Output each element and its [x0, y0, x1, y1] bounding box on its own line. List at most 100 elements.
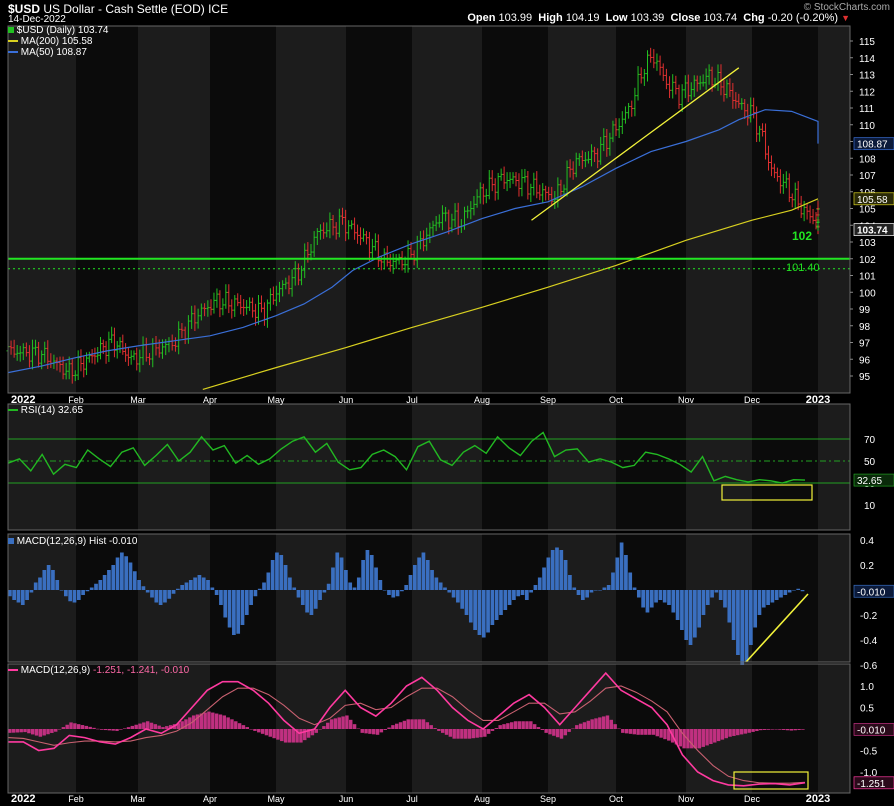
hist-bar	[628, 572, 633, 590]
hist-bar	[253, 590, 258, 597]
hist-bar	[559, 550, 564, 590]
month-band	[138, 404, 210, 530]
hist-bar	[408, 575, 413, 590]
month-band	[686, 26, 752, 393]
x-tick-label: Jun	[339, 395, 354, 405]
hist-bar	[731, 590, 736, 640]
macd-hist-bar	[502, 724, 506, 729]
macd-hist-bar	[563, 729, 568, 736]
macd-hist-bar	[444, 729, 449, 735]
macd-hist-bar	[34, 729, 39, 736]
macd-hist-bar	[207, 711, 211, 729]
chg-value: -0.20 (-0.20%)	[767, 12, 839, 24]
hist-bar	[244, 590, 249, 615]
macd-hist-bar	[690, 729, 694, 749]
macd-hist-bar	[417, 719, 422, 729]
macd-hist-bar	[598, 717, 602, 729]
macd-hist-bar	[249, 729, 253, 730]
hist-bar	[680, 590, 684, 630]
macd-hist-bar	[402, 720, 407, 729]
hist-bar	[632, 587, 637, 590]
macd-hist-bar	[766, 729, 771, 730]
macd-hist-bar	[578, 723, 583, 729]
chart-date: 14-Dec-2022	[8, 14, 66, 25]
hist-bar	[688, 590, 693, 645]
macd-hist-bar	[440, 729, 445, 733]
panel-frame	[7, 533, 851, 663]
y-tick-label: 103	[859, 238, 876, 249]
hist-bar	[193, 577, 197, 590]
x-tick-label: Mar	[130, 395, 146, 405]
last-value-label: 105.58	[857, 195, 888, 206]
hist-bar	[499, 590, 503, 615]
macd-hist-bar	[517, 721, 522, 729]
macd-hist-bar	[111, 729, 115, 731]
macd-hist-bar	[605, 715, 610, 729]
hist-bar	[787, 590, 792, 593]
hist-bar	[51, 570, 55, 590]
hist-bar	[779, 590, 783, 598]
hist-bar	[266, 572, 271, 590]
hist-bar	[223, 590, 228, 618]
y-tick-label: 96	[859, 355, 871, 366]
macd-hist-bar	[736, 729, 740, 736]
hist-bar	[361, 560, 365, 590]
hist-bar	[163, 590, 167, 603]
ohlc-readout: Open 103.99 High 104.19 Low 103.39 Close…	[467, 12, 850, 24]
hist-bar	[369, 555, 374, 590]
macd-hist-bar	[532, 724, 537, 729]
macd-hist-bar	[398, 722, 403, 729]
macd-hist-bar	[793, 729, 797, 731]
macd-hist-bar	[260, 729, 265, 734]
macd-hist-bar	[751, 729, 755, 732]
hist-bar	[529, 590, 533, 593]
legend-rsi-label: RSI(14) 32.65	[20, 405, 84, 416]
hist-bar	[667, 590, 671, 605]
x-tick-label: Feb	[68, 395, 84, 405]
month-band	[686, 664, 752, 793]
macd-hist-bar	[264, 729, 269, 736]
macd-highlight-box	[733, 771, 809, 790]
hist-bar	[85, 590, 90, 592]
macd-hist-bar	[421, 719, 426, 729]
y-tick-label: 110	[859, 121, 875, 132]
month-band	[138, 534, 210, 662]
macd-hist-bar	[119, 729, 123, 730]
macd-hist-bar	[27, 729, 31, 734]
macd-hist-bar	[391, 725, 395, 729]
macd-signal-line	[7, 685, 806, 784]
macd-hist-bar	[134, 724, 138, 729]
y-tick-label: 100	[859, 288, 876, 299]
rsi-line	[7, 431, 806, 484]
symbol-name: US Dollar - Cash Settle (EOD)	[43, 2, 205, 16]
y-tick-label: 95	[859, 372, 871, 383]
macd-hist-bar	[283, 729, 288, 743]
x-tick-label: 2022	[11, 793, 35, 805]
macd-hist-bar	[299, 729, 303, 743]
hist-bar	[288, 577, 292, 590]
macd-hist-bar	[349, 719, 353, 729]
hist-bar	[120, 552, 124, 590]
hist-bar	[296, 590, 301, 598]
hist-bar	[219, 590, 223, 605]
y-tick-label: 113	[859, 71, 875, 82]
hist-bar	[718, 590, 723, 600]
macd-hist-bar	[73, 723, 77, 729]
macd-hist-bar	[65, 724, 69, 729]
macd-hist-bar	[184, 719, 188, 729]
hist-bar	[206, 580, 210, 590]
macd-y-tick-label: 1.0	[860, 682, 874, 693]
macd-hist-bar	[663, 729, 667, 740]
hist-bar	[774, 590, 779, 600]
y-tick-label: 111	[859, 104, 875, 115]
hist-bar	[331, 567, 335, 590]
macd-hist-bar	[80, 725, 85, 729]
hist-bar	[227, 590, 232, 628]
month-band	[412, 404, 482, 530]
macd-hist-bar	[586, 720, 591, 729]
macd-hist-bar	[126, 727, 131, 729]
hist-bar	[714, 590, 719, 593]
macd-hist-bar	[253, 729, 257, 731]
hist-bar	[46, 565, 51, 590]
watermark: © StockCharts.com	[803, 2, 890, 13]
